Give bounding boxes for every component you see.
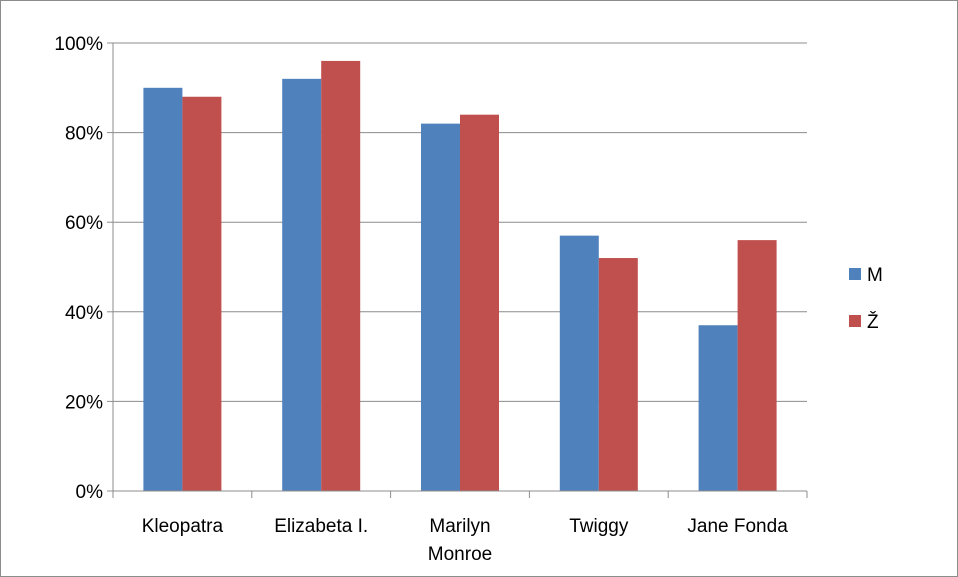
bar-z [737,240,777,491]
x-tick-label: Marilyn [429,516,490,537]
bar-z [598,258,638,491]
x-tick-label: Elizabeta I. [274,516,368,537]
legend: MŽ [849,265,883,333]
legend-label: M [867,265,883,286]
bars [143,60,777,492]
legend-swatch [849,315,861,327]
x-tick-label: Kleopatra [142,516,224,537]
legend-swatch [849,268,861,280]
y-tick-label: 100% [54,34,103,55]
x-tick-label: Monroe [428,544,492,565]
bar-m [143,87,183,492]
x-tick-label: Jane Fonda [687,516,788,537]
bar-m [282,78,322,491]
bar-z [321,60,361,492]
y-tick-label: 80% [65,124,103,145]
x-tick-label: Twiggy [569,516,629,537]
y-tick-label: 40% [65,303,103,324]
bar-m [559,235,599,491]
y-tick-label: 60% [65,213,103,234]
y-tick-label: 0% [76,482,104,503]
bar-m [698,325,738,491]
legend-label: Ž [867,311,879,333]
bar-m [421,123,460,491]
bar-z [460,114,499,492]
y-tick-label: 20% [65,392,103,413]
axes: 0% 20% 40% 60% 80% 100% Kleopatra Elizabeta I. M… [54,34,808,565]
bar-z [182,96,222,491]
